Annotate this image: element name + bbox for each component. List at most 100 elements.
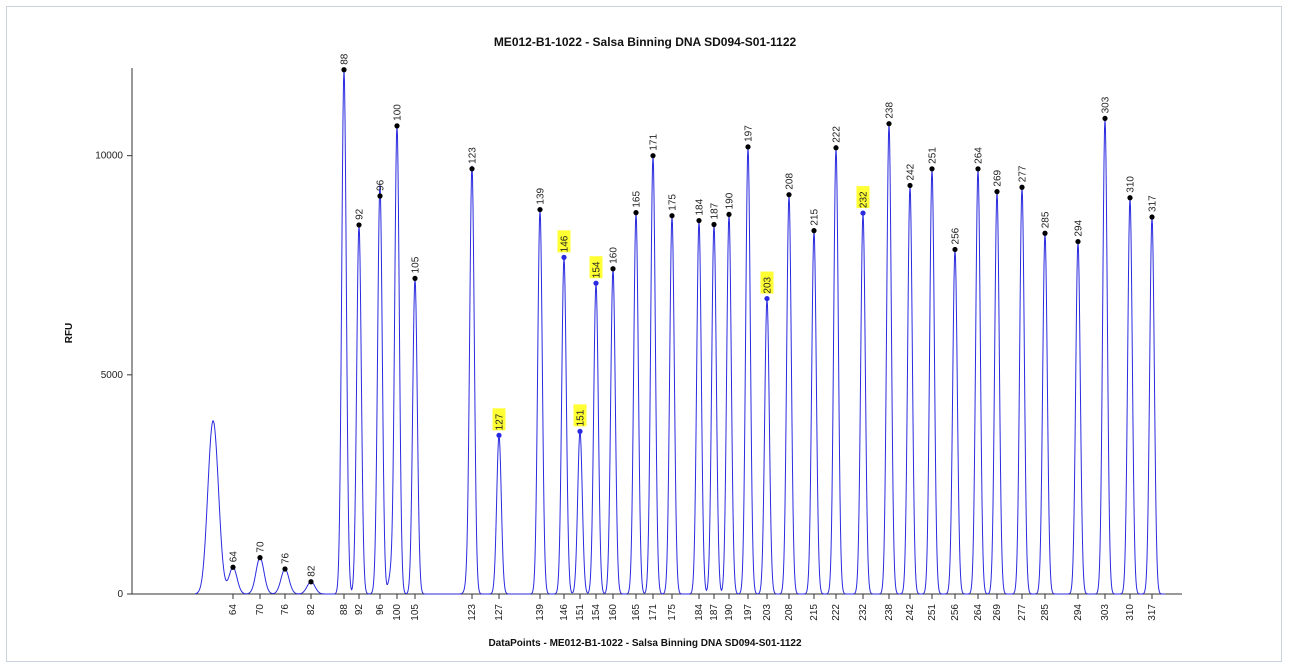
peak-marker[interactable] <box>356 222 362 228</box>
peak-marker[interactable] <box>994 189 1000 195</box>
x-tick-label: 64 <box>228 604 239 616</box>
peak-label: 171 <box>649 134 660 151</box>
peak-marker[interactable] <box>886 121 892 127</box>
peak-label: 154 <box>592 261 603 278</box>
peak-label: 203 <box>763 276 774 293</box>
peak-marker[interactable] <box>929 166 935 172</box>
peak-marker[interactable] <box>1042 230 1048 236</box>
peak-label: 76 <box>281 552 292 564</box>
peak-label-highlight <box>856 186 870 209</box>
peak-label: 100 <box>393 104 404 121</box>
peak-marker[interactable] <box>257 555 263 561</box>
peak-marker[interactable] <box>764 295 770 302</box>
peak-label: 127 <box>495 413 506 430</box>
x-tick-label: 184 <box>694 604 705 621</box>
peak-label: 92 <box>355 208 366 220</box>
y-tick-label: 5000 <box>101 370 124 381</box>
x-tick-label: 197 <box>743 604 754 621</box>
x-tick-label: 222 <box>831 604 842 621</box>
x-tick-label: 232 <box>858 604 869 621</box>
peak-label: 242 <box>906 163 917 180</box>
peak-label: 317 <box>1148 195 1159 212</box>
peak-label: 222 <box>832 126 843 143</box>
x-tick-label: 264 <box>973 604 984 621</box>
peak-marker[interactable] <box>610 266 616 272</box>
x-tick-label: 96 <box>375 604 386 616</box>
peak-label: 269 <box>993 169 1004 186</box>
peak-marker[interactable] <box>811 228 817 234</box>
peak-label: 82 <box>307 565 318 577</box>
x-tick-label: 70 <box>255 604 266 616</box>
peak-label: 277 <box>1018 165 1029 182</box>
peak-marker[interactable] <box>1075 238 1081 245</box>
x-tick-label: 160 <box>608 604 619 621</box>
peak-label: 232 <box>859 191 870 208</box>
peak-marker[interactable] <box>282 566 288 572</box>
peak-marker[interactable] <box>975 166 981 172</box>
peak-marker[interactable] <box>650 153 656 159</box>
peak-label: 208 <box>785 173 796 190</box>
peak-marker[interactable] <box>1149 214 1155 220</box>
peak-marker[interactable] <box>696 217 702 224</box>
peak-label-highlight <box>573 404 587 427</box>
x-tick-label: 190 <box>724 604 735 621</box>
peak-label: 175 <box>668 194 679 211</box>
x-tick-label: 285 <box>1040 604 1051 621</box>
peak-marker[interactable] <box>561 254 567 260</box>
peak-label: 303 <box>1101 96 1112 113</box>
peak-marker[interactable] <box>633 210 639 216</box>
x-tick-label: 151 <box>575 604 586 621</box>
x-tick-label: 154 <box>591 604 602 621</box>
peak-marker[interactable] <box>860 210 866 216</box>
peak-marker[interactable] <box>952 246 958 253</box>
x-tick-label: 256 <box>950 604 961 621</box>
x-tick-label: 310 <box>1125 604 1136 621</box>
peak-marker[interactable] <box>496 432 502 438</box>
peak-label: 96 <box>376 179 387 191</box>
x-tick-label: 105 <box>410 604 421 621</box>
peak-marker[interactable] <box>726 211 732 218</box>
peak-label: 187 <box>710 202 721 219</box>
chart-frame <box>6 6 1282 662</box>
x-tick-label: 171 <box>648 604 659 621</box>
peak-label: 88 <box>340 53 351 65</box>
peak-marker[interactable] <box>745 144 751 150</box>
peak-marker[interactable] <box>412 275 418 281</box>
peak-label-highlight <box>760 271 774 294</box>
peak-marker[interactable] <box>1102 115 1108 122</box>
peak-label: 184 <box>695 198 706 215</box>
x-tick-label: 123 <box>467 604 478 621</box>
peak-label: 64 <box>229 551 240 563</box>
peak-marker[interactable] <box>377 193 383 199</box>
x-tick-label: 277 <box>1017 604 1028 621</box>
x-tick-label: 92 <box>354 604 365 616</box>
x-tick-label: 187 <box>709 604 720 621</box>
peak-marker[interactable] <box>833 145 839 151</box>
peak-markers: 64 70 76 82 88 92 96 100 105 123 127 139 146 151 154 16… <box>229 53 1159 585</box>
peak-marker[interactable] <box>711 221 717 228</box>
x-tick-label: 269 <box>992 604 1003 621</box>
peak-marker[interactable] <box>1127 195 1133 201</box>
peak-marker[interactable] <box>394 123 400 129</box>
peak-marker[interactable] <box>230 564 236 570</box>
peak-marker[interactable] <box>786 192 792 198</box>
peak-marker[interactable] <box>593 280 599 286</box>
peak-marker[interactable] <box>907 182 913 189</box>
peak-marker[interactable] <box>537 206 543 213</box>
x-tick-label: 215 <box>809 604 820 621</box>
peak-marker[interactable] <box>341 67 347 73</box>
peak-marker[interactable] <box>577 428 583 434</box>
peak-marker[interactable] <box>669 213 675 219</box>
peak-label: 238 <box>885 102 896 119</box>
peak-marker[interactable] <box>308 579 314 585</box>
peak-label: 123 <box>468 147 479 164</box>
peak-marker[interactable] <box>469 166 475 172</box>
x-tick-label: 146 <box>559 604 570 621</box>
peak-label: 190 <box>725 192 736 209</box>
peak-label-highlight <box>589 256 603 279</box>
x-tick-label: 317 <box>1147 604 1158 621</box>
x-tick-label: 88 <box>339 604 350 616</box>
y-axis-title: RFU <box>64 323 75 344</box>
peak-label: 264 <box>974 147 985 164</box>
peak-marker[interactable] <box>1019 184 1025 190</box>
